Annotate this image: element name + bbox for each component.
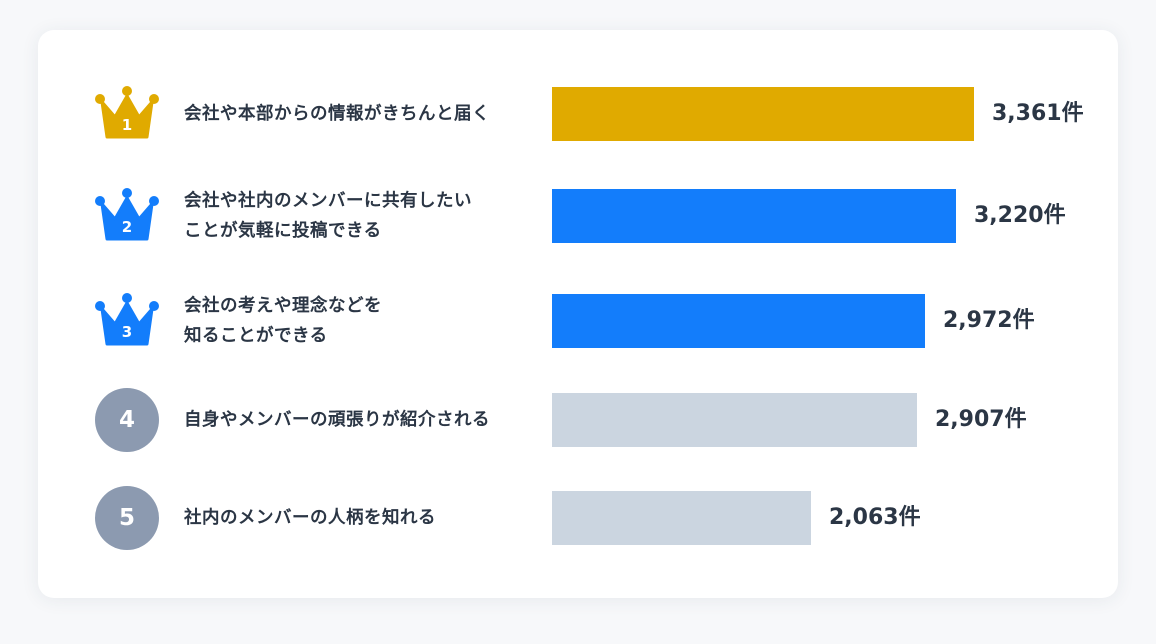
crown-icon: 1 xyxy=(94,84,160,144)
bar xyxy=(552,393,917,447)
ranking-row: 3 会社の考えや理念などを 知ることができる 2,972件 xyxy=(38,291,1118,351)
rank-number: 2 xyxy=(122,218,132,236)
value-label: 2,972件 xyxy=(943,308,1035,333)
item-label: 自身やメンバーの頑張りが紹介される xyxy=(184,390,536,450)
ranking-chart-card: 1 会社や本部からの情報がきちんと届く 3,361件 2 会社や社内のメンバーに共有した… xyxy=(38,30,1118,598)
item-label: 会社や社内のメンバーに共有したい ことが気軽に投稿できる xyxy=(184,186,536,246)
bar xyxy=(552,87,974,141)
rank-number: 3 xyxy=(122,323,132,341)
value-label: 3,361件 xyxy=(992,101,1084,126)
bar xyxy=(552,491,811,545)
crown-icon: 2 xyxy=(94,186,160,246)
item-label-line: 会社や本部からの情報がきちんと届く xyxy=(184,104,490,124)
bar xyxy=(552,294,925,348)
value-label: 2,907件 xyxy=(935,407,1027,432)
ranking-row: 4 自身やメンバーの頑張りが紹介される 2,907件 xyxy=(38,388,1118,452)
ranking-row: 2 会社や社内のメンバーに共有したい ことが気軽に投稿できる 3,220件 xyxy=(38,186,1118,246)
value-label: 2,063件 xyxy=(829,505,921,530)
item-label-line: ことが気軽に投稿できる xyxy=(184,221,382,241)
item-label-line: 会社の考えや理念などを xyxy=(184,296,382,316)
rank-circle: 5 xyxy=(95,486,159,550)
crown-icon: 3 xyxy=(94,291,160,351)
item-label: 社内のメンバーの人柄を知れる xyxy=(184,488,536,548)
item-label-line: 会社や社内のメンバーに共有したい xyxy=(184,191,472,211)
ranking-row: 1 会社や本部からの情報がきちんと届く 3,361件 xyxy=(38,84,1118,144)
item-label: 会社や本部からの情報がきちんと届く xyxy=(184,84,536,144)
rank-circle: 4 xyxy=(95,388,159,452)
item-label: 会社の考えや理念などを 知ることができる xyxy=(184,291,536,351)
item-label-line: 社内のメンバーの人柄を知れる xyxy=(184,508,436,528)
item-label-line: 自身やメンバーの頑張りが紹介される xyxy=(184,410,490,430)
bar xyxy=(552,189,956,243)
rank-number: 1 xyxy=(122,116,132,134)
item-label-line: 知ることができる xyxy=(184,326,328,346)
value-label: 3,220件 xyxy=(974,203,1066,228)
ranking-row: 5 社内のメンバーの人柄を知れる 2,063件 xyxy=(38,486,1118,550)
